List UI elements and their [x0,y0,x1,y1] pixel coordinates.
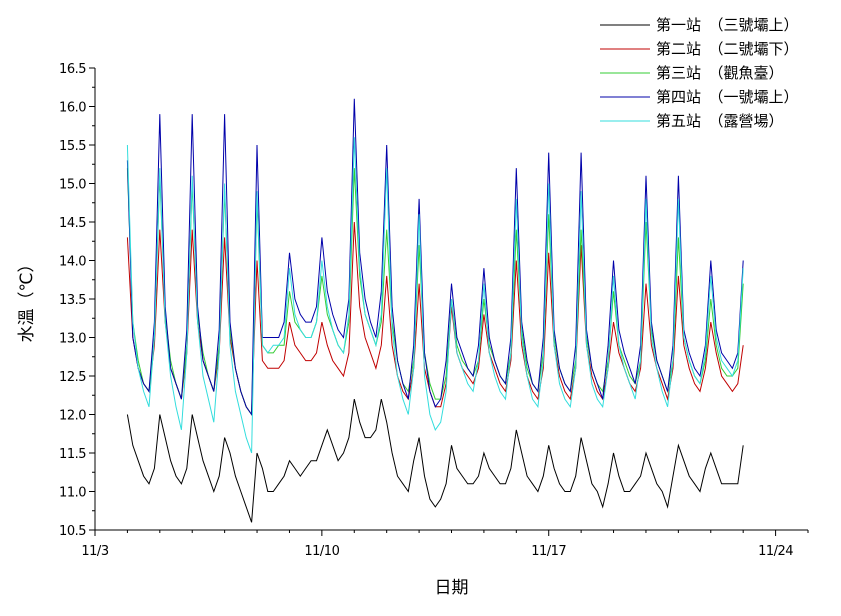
x-tick-label: 11/3 [81,544,108,559]
y-tick-label: 14.0 [59,255,86,270]
series-line-1 [126,398,744,523]
series-lines [126,98,744,523]
y-tick-label: 16.5 [59,62,86,77]
x-tick-label: 11/10 [304,544,339,559]
legend: 第一站 （三號壩上） 第二站 （二號壩下） 第三站 （觀魚臺） 第四站 （一號壩上） 第… [600,16,799,130]
x-ticks: 11/3 11/10 11/17 11/24 [81,530,809,559]
legend-label-4: 第四站 （一號壩上） [656,88,799,106]
legend-label-1: 第一站 （三號壩上） [656,16,799,34]
y-tick-label: 16.0 [59,101,86,116]
y-tick-label: 12.5 [59,370,86,385]
series-line-4 [126,98,744,417]
y-tick-label: 14.5 [59,216,86,231]
x-tick-label: 11/17 [531,544,566,559]
y-tick-label: 10.5 [59,524,86,539]
y-tick-label: 15.0 [59,178,86,193]
legend-label-2: 第二站 （二號壩下） [656,40,799,58]
y-tick-label: 15.5 [59,139,86,154]
legend-label-5: 第五站 （露營場） [656,112,784,130]
series-line-5 [126,137,744,454]
x-axis-title: 日期 [435,578,469,598]
x-tick-label: 11/24 [758,544,793,559]
y-tick-label: 11.5 [59,447,86,462]
y-ticks: 10.5 11.0 11.5 12.0 12.5 13.0 13.5 14.0 14.5 15.0… [59,62,95,539]
legend-label-3: 第三站 （觀魚臺） [656,64,784,82]
y-axis-title: 水溫（℃） [17,255,37,342]
y-tick-label: 12.0 [59,409,86,424]
y-tick-label: 13.5 [59,293,86,308]
y-tick-label: 11.0 [59,486,86,501]
y-tick-label: 13.0 [59,332,86,347]
